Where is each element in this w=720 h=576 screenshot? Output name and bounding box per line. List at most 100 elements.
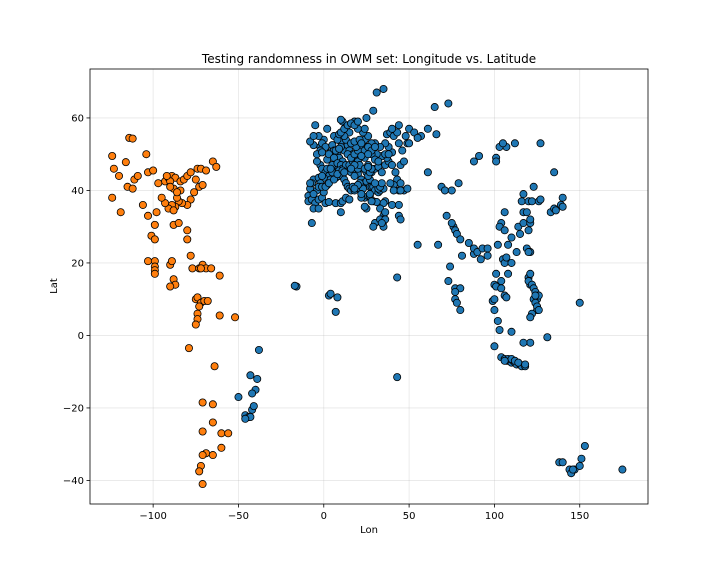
scatter-point [575,461,584,470]
scatter-point [384,150,393,159]
scatter-point [336,115,345,124]
scatter-point [133,171,142,180]
scatter-point [157,193,166,202]
scatter-point [490,342,499,351]
scatter-point [514,358,523,367]
scatter-point [318,171,327,180]
scatter-point [231,313,240,322]
scatter-point [516,229,525,238]
scatter-point [347,164,356,173]
scatter-point [212,162,221,171]
scatter-point [191,320,200,329]
scatter-point [558,193,567,202]
scatter-point [500,208,509,217]
scatter-point [254,345,263,354]
scatter-point [502,293,511,302]
scatter-point [543,333,552,342]
scatter-point [144,257,153,266]
scatter-point [396,179,405,188]
scatter-point [290,281,299,290]
scatter-point [369,222,378,231]
scatter-point [451,287,460,296]
scatter-point [326,289,335,298]
scatter-point [401,132,410,141]
scatter-point [312,157,321,166]
scatter-point [372,88,381,97]
scatter-point [526,313,535,322]
scatter-point [440,186,449,195]
scatter-point [353,117,362,126]
scatter-point [413,133,422,142]
scatter-point [464,238,473,247]
scatter-point [202,166,211,175]
scatter-point [195,302,204,311]
scatter-point [510,139,519,148]
scatter-point [475,151,484,160]
scatter-point [311,121,320,130]
scatter-point [403,184,412,193]
scatter-point [497,284,506,293]
scatter-point [357,151,366,160]
scatter-point [335,144,344,153]
x-tick-label: 0 [321,511,327,522]
scatter-point [323,124,332,133]
scatter-point [357,190,366,199]
scatter-point [246,371,255,380]
scatter-point [208,418,217,427]
scatter-point [314,204,323,213]
scatter-point [398,146,407,155]
scatter-point [144,211,153,220]
scatter-point [521,360,530,369]
scatter-point [550,168,559,177]
scatter-point [536,195,545,204]
x-tick-label: 50 [403,511,416,522]
scatter-point [492,157,501,166]
scatter-point [186,251,195,260]
scatter-point [394,139,403,148]
scatter-point [456,235,465,244]
scatter-point [370,142,379,151]
scatter-point [150,235,159,244]
scatter-point [142,150,151,159]
scatter-point [442,211,451,220]
scatter-point [369,106,378,115]
scatter-point [452,298,461,307]
scatter-point [447,219,456,228]
scatter-point [210,362,219,371]
scatter-point [434,240,443,249]
scatter-point [162,171,171,180]
scatter-point [115,171,124,180]
scatter-point [504,269,513,278]
scatter-point [500,226,509,235]
scatter-point [116,208,125,217]
scatter-point [253,374,262,383]
scatter-point [331,307,340,316]
scatter-point [150,220,159,229]
scatter-point [350,171,359,180]
scatter-point [374,157,383,166]
y-tick-label: 40 [71,186,84,197]
scatter-point [551,206,560,215]
scatter-point [388,124,397,133]
scatter-point [519,190,528,199]
scatter-point [388,200,397,209]
scatter-point [324,198,333,207]
scatter-point [333,293,342,302]
scatter-point [558,202,567,211]
scatter-point [377,179,386,188]
scatter-point [377,168,386,177]
scatter-point [531,291,540,300]
scatter-point [186,168,195,177]
scatter-point [507,327,516,336]
x-tick-label: 150 [570,511,589,522]
y-tick-label: 20 [71,258,84,269]
scatter-point [364,162,373,171]
scatter-point [519,219,528,228]
x-tick-label: −50 [228,511,249,522]
y-tick-label: 0 [78,331,84,342]
scatter-point [493,316,502,325]
scatter-point [191,175,200,184]
scatter-point [128,184,137,193]
scatter-point [517,197,526,206]
